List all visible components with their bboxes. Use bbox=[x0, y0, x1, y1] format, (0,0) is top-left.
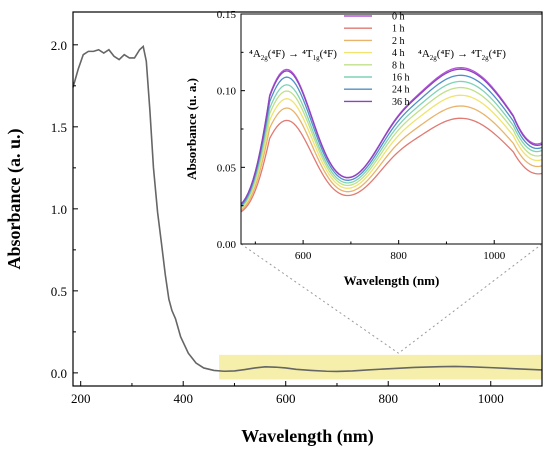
inset-series-line bbox=[240, 94, 543, 210]
main-x-tick-label: 400 bbox=[173, 391, 193, 406]
main-x-axis-label: Wavelength (nm) bbox=[241, 426, 374, 447]
inset-x-tick-label: 600 bbox=[295, 250, 312, 262]
main-y-ticks: 0.0 0.5 1.0 1.5 2.0 bbox=[51, 38, 78, 381]
inset-series-line bbox=[240, 105, 543, 211]
inset-y-tick-label: 0.15 bbox=[217, 9, 237, 21]
legend-label: 4 h bbox=[392, 48, 405, 59]
main-y-tick-label: 2.0 bbox=[51, 38, 67, 53]
legend-label: 1 h bbox=[392, 24, 405, 35]
inset-y-axis-label: Absorbance (u. a.) bbox=[184, 78, 199, 180]
inset-series-line bbox=[240, 86, 543, 208]
main-y-axis-label: Absorbance (a. u.) bbox=[4, 128, 25, 269]
main-x-tick-label: 1000 bbox=[478, 391, 504, 406]
inset-legend: 0 h1 h2 h4 h8 h 16 h24 h36 h bbox=[344, 12, 410, 108]
transition-annotation-1: ⁴A2g(⁴F) → ⁴T1g(⁴F) bbox=[249, 48, 337, 62]
inset-series-line bbox=[240, 80, 543, 208]
inset-series-group bbox=[240, 66, 543, 213]
legend-label: 16 h bbox=[392, 73, 410, 84]
main-y-tick-label: 0.5 bbox=[51, 284, 67, 299]
main-y-tick-label: 0.0 bbox=[51, 366, 67, 381]
connector-line-left bbox=[240, 243, 399, 354]
main-x-tick-label: 800 bbox=[378, 391, 398, 406]
inset-y-tick-label: 0.00 bbox=[217, 239, 237, 251]
legend-label: 24 h bbox=[392, 85, 410, 96]
connector-line-right bbox=[398, 243, 543, 354]
legend-label: 0 h bbox=[392, 12, 405, 23]
legend-label: 2 h bbox=[392, 36, 405, 47]
main-x-tick-label: 200 bbox=[71, 391, 91, 406]
inset-chart: 600 800 1000 0.00 0.05 0.10 0.15 Wavelength (… bbox=[184, 9, 543, 288]
main-x-tick-label: 600 bbox=[276, 391, 296, 406]
inset-connector-lines bbox=[240, 243, 543, 354]
transition-annotation-2: ⁴A2g(⁴F) → ⁴T2g(⁴F) bbox=[418, 48, 506, 62]
main-y-tick-label: 1.0 bbox=[51, 202, 67, 217]
inset-series-line bbox=[240, 117, 543, 213]
inset-series-line bbox=[240, 74, 543, 207]
inset-y-tick-label: 0.05 bbox=[217, 162, 237, 174]
main-series-group bbox=[72, 44, 543, 373]
legend-label: 36 h bbox=[392, 97, 410, 108]
main-series-line bbox=[72, 44, 543, 373]
inset-x-axis-label: Wavelength (nm) bbox=[344, 273, 440, 288]
inset-y-ticks: 0.00 0.05 0.10 0.15 bbox=[217, 9, 245, 251]
inset-series-line bbox=[240, 68, 543, 205]
inset-x-tick-label: 800 bbox=[390, 250, 407, 262]
main-y-tick-label: 1.5 bbox=[51, 120, 67, 135]
inset-y-tick-label: 0.10 bbox=[217, 86, 237, 98]
legend-label: 8 h bbox=[392, 60, 405, 71]
inset-x-ticks: 600 800 1000 bbox=[254, 240, 543, 262]
inset-x-tick-label: 1000 bbox=[483, 250, 506, 262]
main-x-ticks: 200 400 600 800 1000 bbox=[71, 381, 543, 406]
